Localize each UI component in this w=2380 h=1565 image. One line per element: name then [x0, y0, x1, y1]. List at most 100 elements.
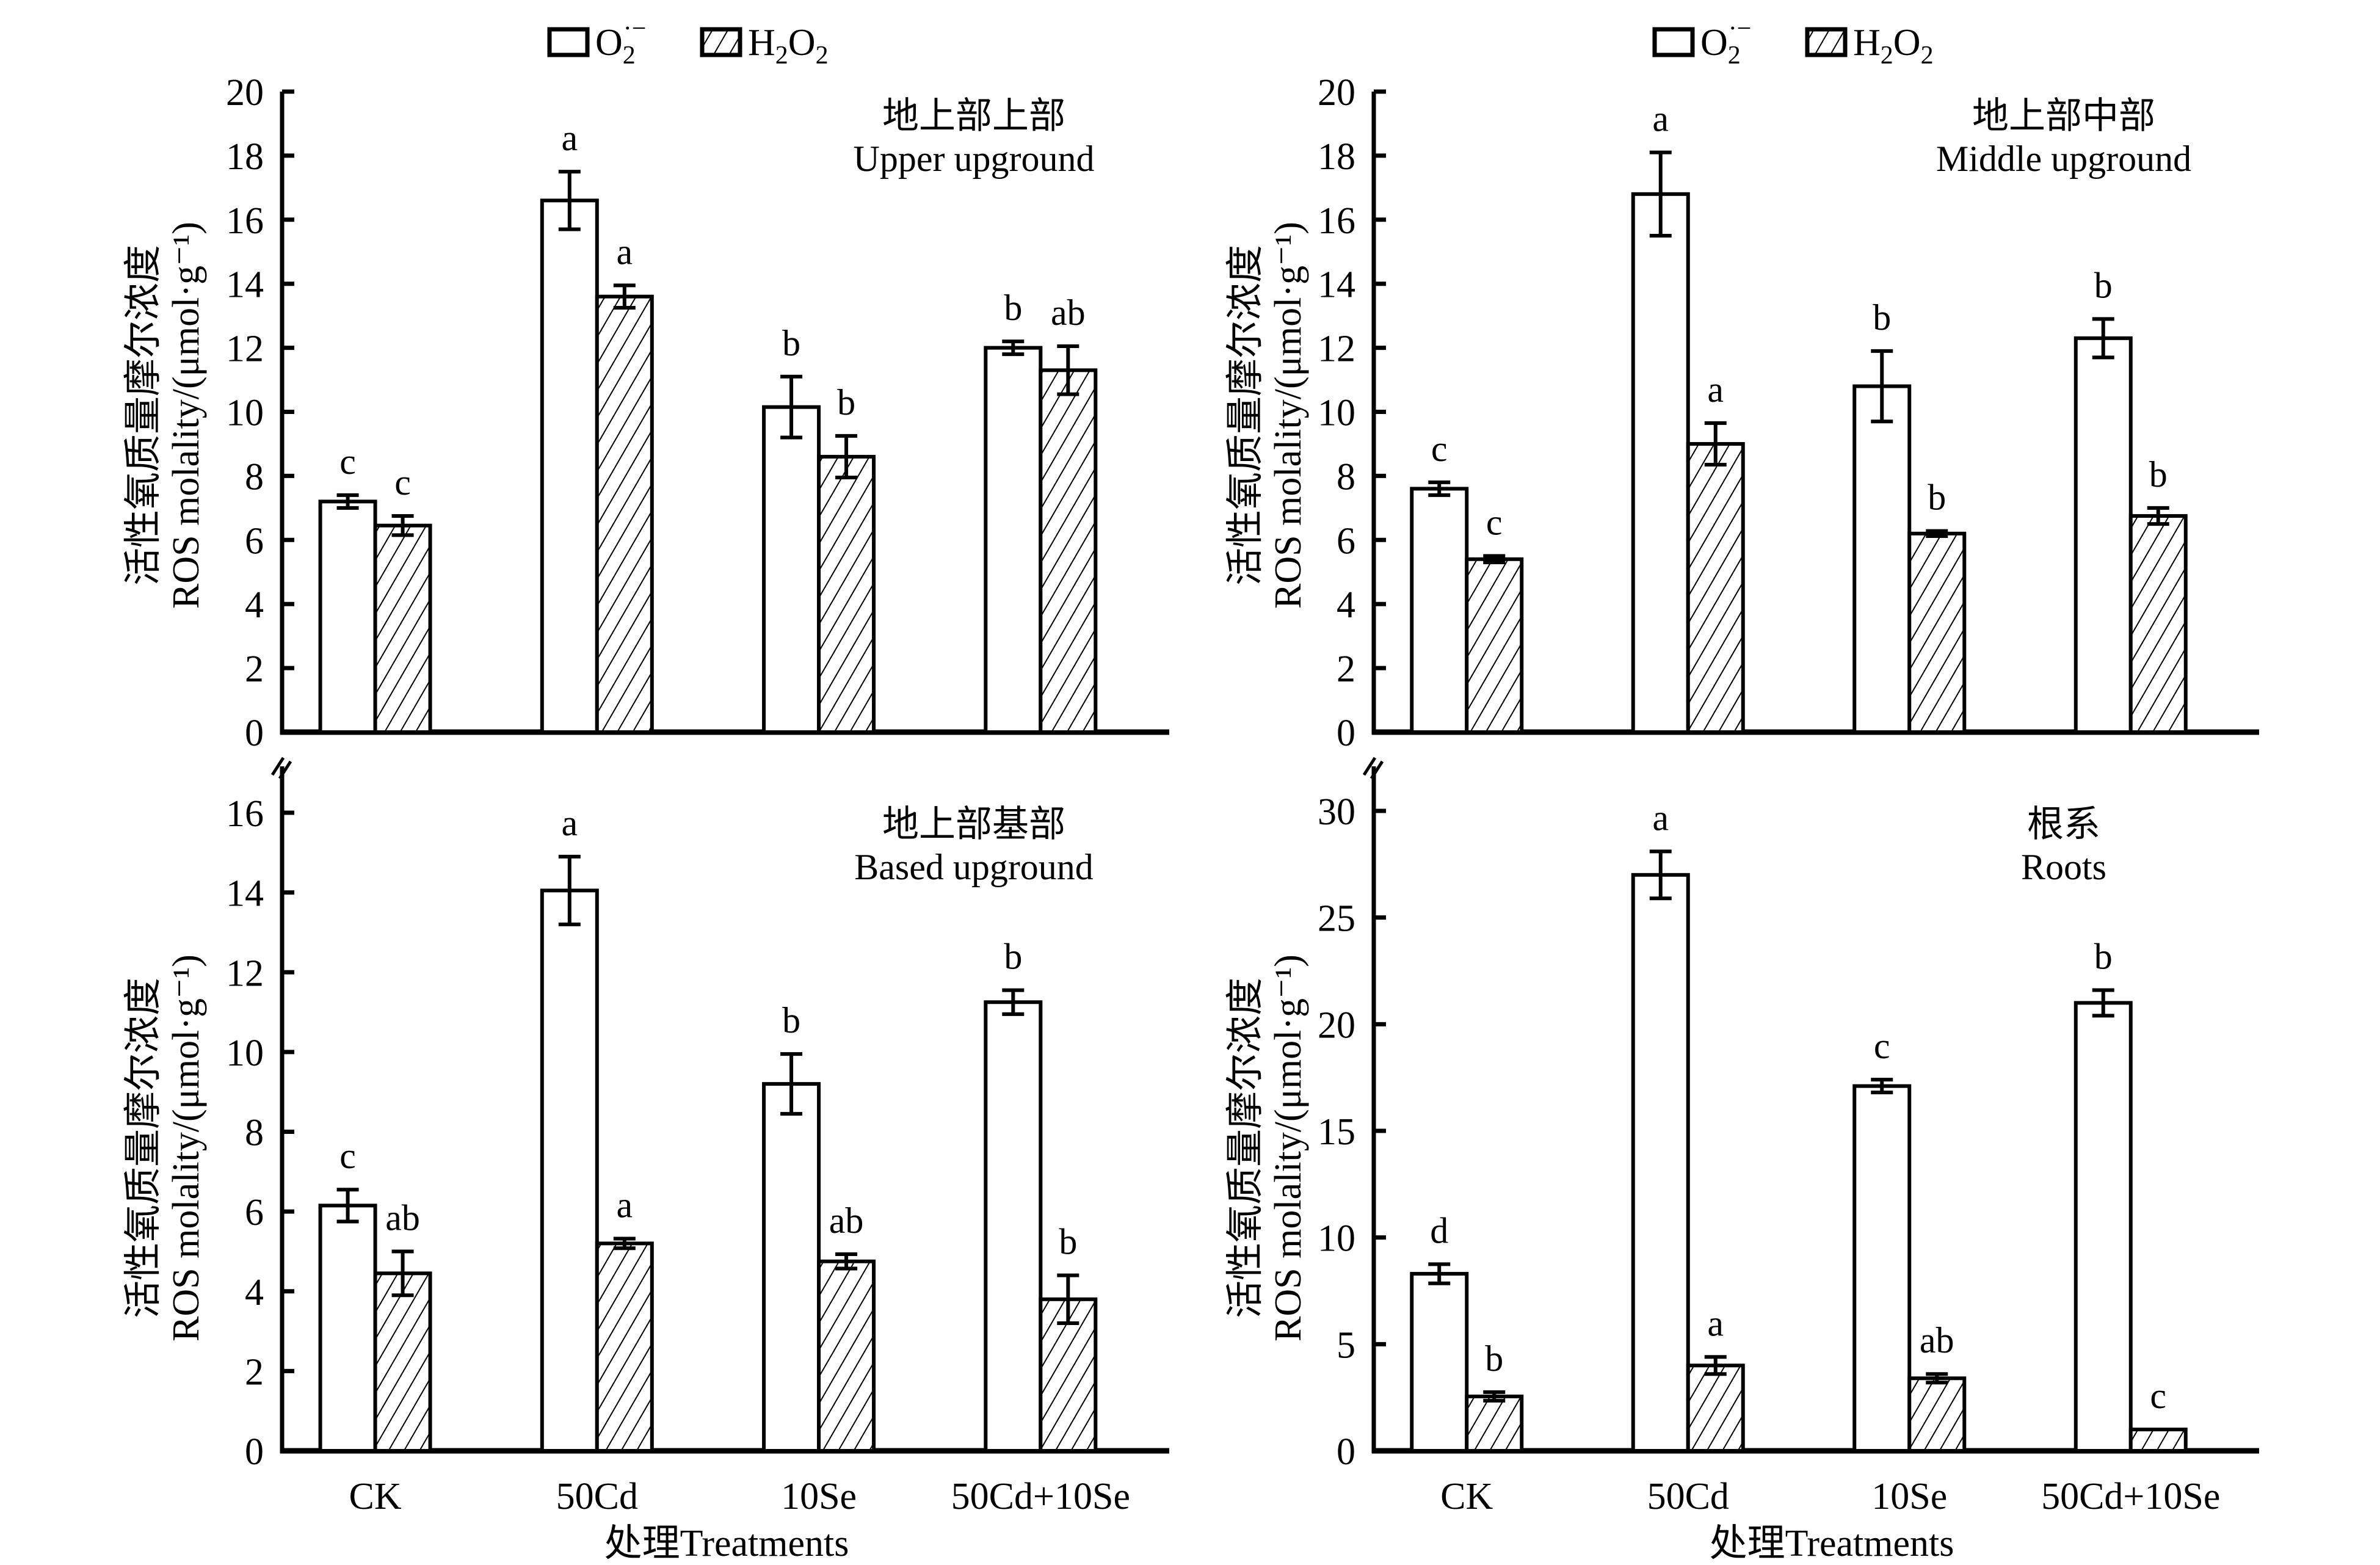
significance-letter: a	[1652, 99, 1669, 139]
bar-h2o2	[1039, 368, 1098, 734]
bar-h2o2	[817, 1259, 876, 1453]
y-tick-label: 16	[226, 793, 264, 835]
legend-swatch-o2	[1652, 27, 1695, 57]
panel-title-en: Upper upground	[854, 139, 1095, 179]
y-axis-title-top-right: 活性氧质量摩尔浓度 ROS molality/(μmol·g⁻¹)	[1225, 222, 1309, 609]
significance-letter: c	[394, 462, 411, 503]
bar-o2	[984, 1000, 1043, 1453]
y-axis-title-en: ROS molality/(μmol·g⁻¹)	[165, 222, 207, 609]
significance-letter: c	[339, 1136, 356, 1176]
x-tick-label: CK	[349, 1476, 401, 1517]
axis-break-mark	[1362, 757, 1377, 776]
y-tick-label: 10	[226, 393, 264, 434]
x-tick-label: 10Se	[781, 1476, 857, 1517]
significance-letter: b	[1059, 1222, 1077, 1262]
y-axis-title-cn: 活性氧质量摩尔浓度	[123, 978, 164, 1318]
y-tick-label: 30	[1318, 791, 1355, 833]
bar-o2	[2073, 1001, 2133, 1453]
significance-letter: b	[2149, 454, 2168, 495]
bar-o2	[1631, 873, 1690, 1453]
bar-o2	[984, 346, 1043, 734]
y-tick-label: 18	[226, 136, 264, 178]
significance-letter: b	[782, 1000, 800, 1040]
significance-letter: b	[1485, 1338, 1503, 1379]
significance-letter: b	[1928, 477, 1946, 518]
x-tick-label: CK	[1440, 1476, 1493, 1517]
bar-h2o2	[1907, 531, 1967, 734]
significance-letter: b	[2094, 265, 2113, 305]
bar-h2o2	[1465, 1394, 1524, 1453]
y-tick-label: 4	[245, 584, 264, 626]
y-tick-label: 6	[245, 1192, 264, 1233]
y-tick-label: 4	[245, 1272, 264, 1313]
bar-h2o2	[2128, 514, 2188, 735]
y-axis-title-bottom-right: 活性氧质量摩尔浓度 ROS molality/(μmol·g⁻¹)	[1225, 954, 1309, 1342]
legend-swatch-h2o2	[1805, 27, 1848, 57]
y-tick-label: 8	[1337, 456, 1355, 498]
legend-swatch-o2	[547, 27, 590, 57]
bar-h2o2	[1907, 1376, 1967, 1453]
bar-o2	[1631, 192, 1690, 734]
significance-letter: c	[2150, 1376, 2166, 1416]
significance-letter: a	[561, 803, 578, 843]
legend-label-o2: O2·−	[595, 15, 646, 70]
y-axis-title-top-left: 活性氧质量摩尔浓度 ROS molality/(μmol·g⁻¹)	[123, 222, 207, 609]
y-tick-label: 16	[226, 200, 264, 242]
y-tick-label: 0	[245, 1431, 264, 1473]
bar-h2o2	[817, 454, 876, 734]
significance-letter: c	[339, 441, 356, 482]
legend-left: O2·− H2O2	[547, 15, 829, 70]
significance-letter: c	[1874, 1026, 1890, 1066]
y-axis-title-en: ROS molality/(μmol·g⁻¹)	[165, 954, 207, 1342]
y-tick-label: 12	[226, 329, 264, 370]
bar-h2o2	[373, 523, 432, 734]
panel-title-en: Roots	[2021, 847, 2106, 887]
y-tick-label: 14	[226, 264, 264, 306]
significance-letter: ab	[385, 1197, 420, 1238]
x-tick-label: 50Cd+10Se	[2041, 1476, 2220, 1517]
y-tick-label: 20	[1318, 72, 1355, 114]
y-tick-label: 14	[1318, 264, 1355, 306]
bar-o2	[318, 1204, 377, 1453]
legend-label-h2o2: H2O2	[1853, 22, 1934, 70]
panel-title-cn: 地上部中部	[1972, 96, 2155, 136]
panel-title-cn: 根系	[2027, 804, 2100, 844]
y-tick-label: 20	[1318, 1004, 1355, 1046]
panel-title-en: Middle upground	[1936, 139, 2191, 179]
significance-letter: ab	[829, 1200, 864, 1241]
bar-o2	[1852, 384, 1912, 734]
significance-letter: b	[1004, 288, 1022, 328]
significance-letter: a	[1707, 369, 1724, 410]
bar-h2o2	[1686, 1363, 1745, 1453]
significance-letter: b	[1004, 937, 1022, 977]
bar-h2o2	[373, 1271, 432, 1453]
significance-letter: ab	[1920, 1320, 1954, 1360]
panel-title-cn: 地上部基部	[882, 804, 1065, 844]
significance-letter: ab	[1051, 292, 1086, 333]
y-tick-label: 4	[1337, 584, 1355, 626]
legend-swatch-h2o2	[700, 27, 742, 57]
panel-title-en: Based upground	[854, 847, 1094, 887]
x-tick-label: 10Se	[1871, 1476, 1947, 1517]
axis-break-mark	[1370, 760, 1384, 780]
y-tick-label: 0	[1337, 713, 1355, 754]
y-tick-label: 14	[226, 873, 264, 915]
panel-title-cn: 地上部上部	[882, 96, 1065, 136]
y-axis-title-cn: 活性氧质量摩尔浓度	[123, 245, 164, 586]
legend-label-h2o2: H2O2	[748, 22, 829, 70]
significance-letter: c	[1431, 429, 1448, 469]
significance-letter: c	[1486, 503, 1503, 543]
x-axis-title-right: 处理Treatments	[1710, 1523, 1954, 1564]
bar-h2o2	[595, 1241, 654, 1453]
significance-letter: b	[1873, 297, 1891, 338]
y-axis-title-en: ROS molality/(μmol·g⁻¹)	[1268, 954, 1309, 1342]
y-tick-label: 2	[1337, 648, 1355, 690]
bar-o2	[1410, 1272, 1469, 1453]
y-tick-label: 6	[245, 520, 264, 562]
y-tick-label: 20	[226, 72, 264, 114]
y-tick-label: 0	[245, 713, 264, 754]
bar-h2o2	[2128, 1428, 2188, 1453]
